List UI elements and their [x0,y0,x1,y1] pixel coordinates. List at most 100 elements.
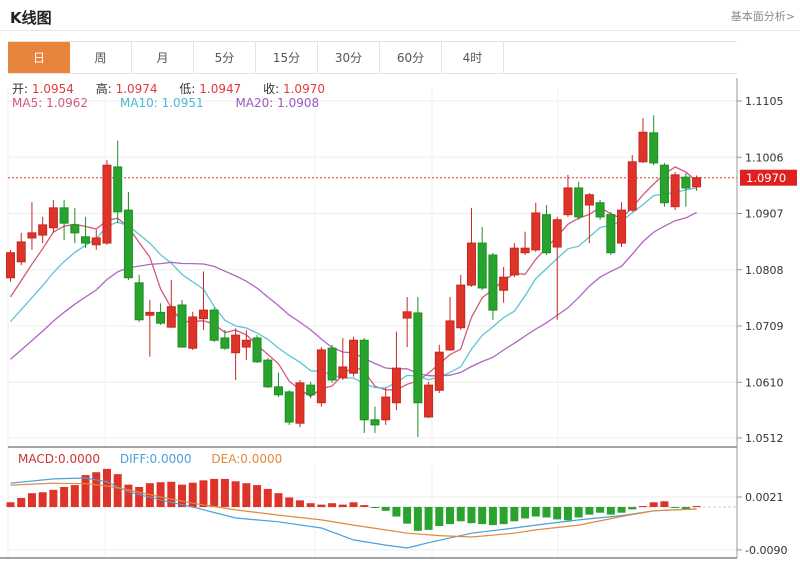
candle [123,209,133,279]
macd-bar [499,507,508,525]
macd-bar [306,503,315,507]
chart-area: 1.1105 1.1006 1.0907 1.0808 1.0709 1.0610 1.05… [0,72,800,564]
candle [692,177,702,188]
fundamental-analysis-link[interactable]: 基本面分析> [730,10,795,23]
tab-30min[interactable]: 30分 [318,42,380,73]
macd-bar [424,507,433,530]
candle [156,311,166,324]
candle [349,339,359,374]
macd-bar [510,507,519,522]
macd-bar [113,474,122,507]
candle [402,311,412,319]
low-value: 1.0947 [199,82,242,96]
period-tab-bar: 日周月 5分 15分 30分 60分 4时 [8,41,737,74]
candle [209,309,219,341]
y-axis-label: 1.0512 [745,432,784,445]
candle [16,241,26,263]
macd-bar [446,507,455,525]
kline-chart: 1.1105 1.1006 1.0907 1.0808 1.0709 1.0610 1.05… [0,78,797,559]
candle [134,282,144,321]
macd-value: MACD:0.0000 [18,452,101,466]
candle [27,232,37,239]
macd-bar [349,502,358,507]
macd-bar [60,486,69,507]
candle [606,214,616,254]
candle [252,337,262,363]
candle [102,164,112,244]
macd-bar [596,507,605,513]
tab-15min[interactable]: 15分 [256,42,318,73]
tab-month[interactable]: 月 [132,42,194,73]
y-axis-label: 1.1006 [745,151,784,164]
macd-bar [124,484,133,507]
candle [424,384,434,418]
candle [584,194,594,206]
tab-4hour[interactable]: 4时 [442,42,504,73]
candle [638,131,648,163]
candle [38,224,48,236]
candle [231,334,241,354]
macd-bar [488,507,497,526]
macd-bar [392,507,401,517]
macd-bar [521,507,530,519]
candle [220,337,230,349]
open-label: 开: [12,82,29,96]
candle [241,339,251,348]
candle [670,174,680,208]
candle [552,219,562,248]
candle [466,242,476,286]
macd-bar [231,481,240,507]
macd-bar [585,507,594,515]
macd-bar [167,481,176,507]
y-axis-label: 1.0907 [745,208,784,221]
price-badge: 1.0970 [740,169,797,186]
macd-bar [263,488,272,507]
ma10-legend: MA10: 1.0951 [119,96,204,110]
page-title: K线图 [10,9,52,27]
close-value: 1.0970 [282,82,325,96]
candle [499,276,509,291]
candle [627,161,637,211]
y-axis-label: 1.0709 [745,320,784,333]
macd-bar [381,507,390,511]
macd-bar [467,507,476,524]
tab-day[interactable]: 日 [8,42,70,73]
tab-5min[interactable]: 5分 [194,42,256,73]
candle [574,187,584,218]
macd-bar [220,478,229,507]
macd-bar [135,486,144,507]
candle [284,391,294,423]
macd-bar [606,507,615,515]
y-axis-label: 1.0808 [745,264,784,277]
candle [48,207,58,229]
ma-legend: MA5: 1.0962 MA10: 1.0951 MA20: 1.0908 [12,96,319,110]
macd-bar [81,475,90,507]
candle [6,252,15,279]
macd-bar [671,507,680,508]
macd-bar [274,493,283,507]
macd-bar [38,492,47,507]
ma5-legend: MA5: 1.0962 [12,96,89,110]
macd-bar [253,485,262,507]
y-axis: 1.1105 1.1006 1.0907 1.0808 1.0709 1.0610 1.05… [0,78,787,559]
diff-line [10,477,697,549]
tab-60min[interactable]: 60分 [380,42,442,73]
y-axis-label: 1.0610 [745,376,784,389]
candle [359,339,369,421]
candle [488,254,498,311]
macd-bar [531,507,540,517]
close-label: 收: [263,82,280,96]
macd-bar [328,503,337,507]
candle [370,419,380,426]
candle [316,349,326,404]
tab-week[interactable]: 周 [70,42,132,73]
candle [649,132,659,164]
macd-bar [360,505,369,507]
low-label: 低: [179,82,196,96]
candle [531,212,541,251]
macd-bar [338,504,347,507]
macd-bar [660,501,669,507]
macd-axis-label: -0.0090 [745,544,787,557]
macd-bar [681,507,690,510]
macd-bar [6,502,15,507]
